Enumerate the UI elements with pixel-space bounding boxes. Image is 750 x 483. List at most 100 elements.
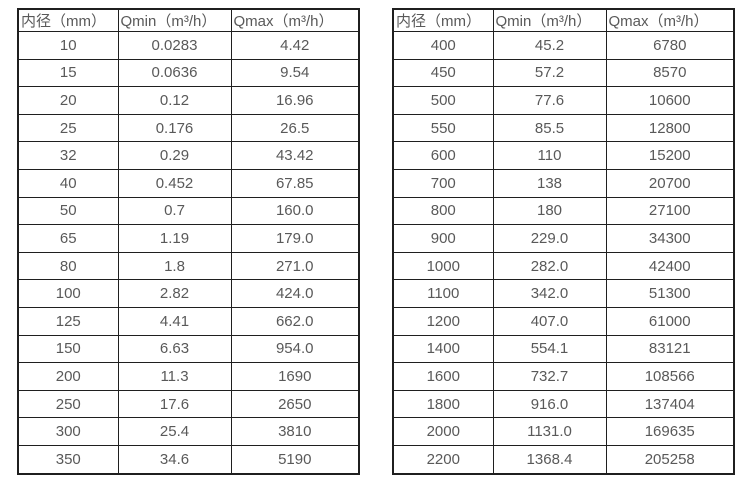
table-cell: 229.0 — [492, 224, 607, 253]
table-row: 2200 1368.4 205258 — [392, 444, 735, 475]
table-row: 400 45.2 6780 — [392, 31, 735, 60]
table-cell: 160.0 — [230, 196, 360, 226]
table-row: 1200 407.0 61000 — [392, 306, 735, 336]
table-row: 1100 342.0 51300 — [392, 279, 735, 308]
table-cell: 6780 — [605, 31, 735, 60]
table-cell: 5190 — [230, 444, 360, 475]
table-cell: 700 — [392, 168, 494, 198]
table-cell: 0.0636 — [117, 58, 232, 88]
table-row: 200 11.3 1690 — [17, 362, 360, 391]
table-cell: 42400 — [605, 251, 735, 281]
table-row: 250 17.6 2650 — [17, 389, 360, 419]
table-cell: 0.176 — [117, 113, 232, 143]
table-cell: 342.0 — [492, 279, 607, 308]
table-row: 450 57.2 8570 — [392, 58, 735, 88]
table-cell: 2650 — [230, 389, 360, 419]
table-cell: 77.6 — [492, 86, 607, 115]
table-row: 600 110 15200 — [392, 141, 735, 170]
table-cell: 34.6 — [117, 444, 232, 475]
table-row: 125 4.41 662.0 — [17, 306, 360, 336]
table-body: 10 0.0283 4.42 15 0.0636 9.54 20 0.12 16.96 25 0.1… — [17, 31, 360, 475]
table-cell: 1200 — [392, 306, 494, 336]
table-cell: 8570 — [605, 58, 735, 88]
table-cell: 20 — [17, 86, 119, 115]
table-row: 1000 282.0 42400 — [392, 251, 735, 281]
table-cell: 80 — [17, 251, 119, 281]
table-cell: 250 — [17, 389, 119, 419]
table-row: 25 0.176 26.5 — [17, 113, 360, 143]
header-qmin: Qmin（m³/h） — [117, 8, 232, 32]
table-cell: 954.0 — [230, 334, 360, 364]
table-cell: 9.54 — [230, 58, 360, 88]
table-cell: 400 — [392, 31, 494, 60]
table-cell: 1100 — [392, 279, 494, 308]
table-cell: 1690 — [230, 362, 360, 391]
table-row: 300 25.4 3810 — [17, 417, 360, 446]
table-cell: 83121 — [605, 334, 735, 364]
table-cell: 32 — [17, 141, 119, 170]
table-cell: 100 — [17, 279, 119, 308]
table-cell: 450 — [392, 58, 494, 88]
header-qmax: Qmax（m³/h） — [230, 8, 360, 32]
table-cell: 150 — [17, 334, 119, 364]
table-cell: 200 — [17, 362, 119, 391]
table-cell: 16.96 — [230, 86, 360, 115]
table-cell: 40 — [17, 168, 119, 198]
table-row: 350 34.6 5190 — [17, 444, 360, 475]
table-cell: 26.5 — [230, 113, 360, 143]
table-cell: 61000 — [605, 306, 735, 336]
table-cell: 25 — [17, 113, 119, 143]
table-cell: 4.42 — [230, 31, 360, 60]
table-cell: 15 — [17, 58, 119, 88]
header-qmin: Qmin（m³/h） — [492, 8, 607, 32]
table-cell: 138 — [492, 168, 607, 198]
header-qmax: Qmax（m³/h） — [605, 8, 735, 32]
table-cell: 11.3 — [117, 362, 232, 391]
table-cell: 6.63 — [117, 334, 232, 364]
table-cell: 500 — [392, 86, 494, 115]
table-cell: 1.19 — [117, 224, 232, 253]
table-row: 65 1.19 179.0 — [17, 224, 360, 253]
table-cell: 0.452 — [117, 168, 232, 198]
table-row: 32 0.29 43.42 — [17, 141, 360, 170]
table-row: 1600 732.7 108566 — [392, 362, 735, 391]
table-cell: 407.0 — [492, 306, 607, 336]
table-cell: 179.0 — [230, 224, 360, 253]
table-cell: 15200 — [605, 141, 735, 170]
table-cell: 57.2 — [492, 58, 607, 88]
table-cell: 20700 — [605, 168, 735, 198]
table-cell: 4.41 — [117, 306, 232, 336]
table-cell: 732.7 — [492, 362, 607, 391]
table-row: 900 229.0 34300 — [392, 224, 735, 253]
table-row: 2000 1131.0 169635 — [392, 417, 735, 446]
table-cell: 550 — [392, 113, 494, 143]
table-row: 40 0.452 67.85 — [17, 168, 360, 198]
table-cell: 0.29 — [117, 141, 232, 170]
table-row: 1400 554.1 83121 — [392, 334, 735, 364]
table-row: 1800 916.0 137404 — [392, 389, 735, 419]
table-cell: 85.5 — [492, 113, 607, 143]
header-row: 内径（mm） Qmin（m³/h） Qmax（m³/h） — [17, 8, 360, 32]
table-row: 20 0.12 16.96 — [17, 86, 360, 115]
table-cell: 67.85 — [230, 168, 360, 198]
table-cell: 12800 — [605, 113, 735, 143]
table-body: 400 45.2 6780 450 57.2 8570 500 77.6 10600 550 85.… — [392, 31, 735, 475]
table-row: 80 1.8 271.0 — [17, 251, 360, 281]
table-cell: 1000 — [392, 251, 494, 281]
table-cell: 10600 — [605, 86, 735, 115]
table-row: 10 0.0283 4.42 — [17, 31, 360, 60]
table-row: 550 85.5 12800 — [392, 113, 735, 143]
table-row: 150 6.63 954.0 — [17, 334, 360, 364]
table-cell: 205258 — [605, 444, 735, 475]
table-row: 800 180 27100 — [392, 196, 735, 226]
table-row: 700 138 20700 — [392, 168, 735, 198]
table-cell: 1131.0 — [492, 417, 607, 446]
table-row: 100 2.82 424.0 — [17, 279, 360, 308]
table-cell: 1600 — [392, 362, 494, 391]
table-row: 50 0.7 160.0 — [17, 196, 360, 226]
flow-rate-table-large-diameters: 内径（mm） Qmin（m³/h） Qmax（m³/h） 400 45.2 6780… — [392, 8, 735, 475]
table-cell: 0.0283 — [117, 31, 232, 60]
table-cell: 180 — [492, 196, 607, 226]
table-cell: 125 — [17, 306, 119, 336]
table-cell: 1800 — [392, 389, 494, 419]
